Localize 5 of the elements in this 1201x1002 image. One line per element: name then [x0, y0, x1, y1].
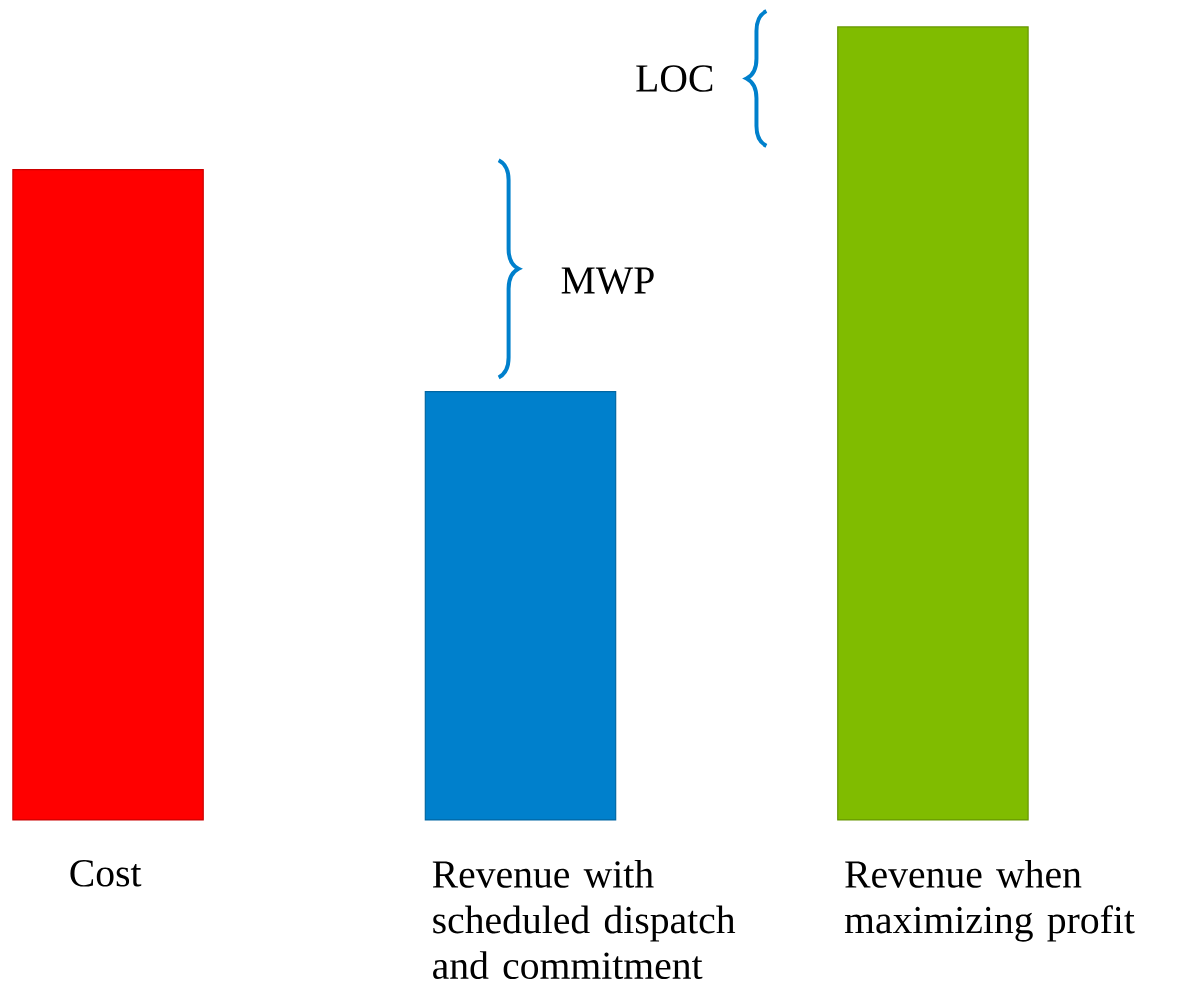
x-tick-label: Cost: [70, 859, 142, 887]
x-tick-label: Revenue when maximizing profit: [844, 859, 1135, 942]
annotation: MWP: [561, 267, 654, 294]
x-tick-label: Revenue with scheduled dispatch and commitment: [432, 859, 736, 979]
annotation: LOC: [636, 65, 713, 92]
